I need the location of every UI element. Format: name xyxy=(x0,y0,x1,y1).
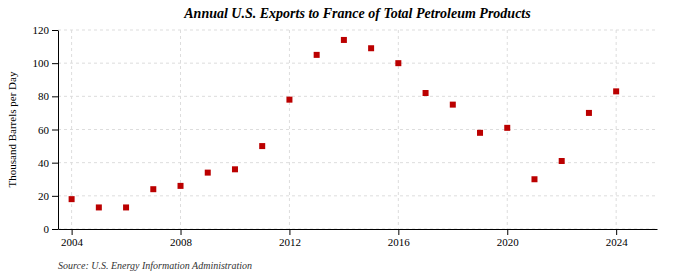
title: Annual U.S. Exports to France of Total P… xyxy=(183,6,531,21)
tick: 60 xyxy=(38,124,58,136)
grid xyxy=(58,30,657,229)
tick-label: 2008 xyxy=(170,236,193,248)
tick-label: 40 xyxy=(38,157,50,169)
tick-mark xyxy=(52,30,58,31)
y-axis-label: Thousand Barrels per Day xyxy=(6,71,18,187)
tick-label: 20 xyxy=(38,190,50,202)
point xyxy=(450,102,456,108)
tick-label: 0 xyxy=(44,223,50,235)
point xyxy=(69,196,75,202)
tick: 2004 xyxy=(61,229,83,248)
point xyxy=(559,158,565,164)
point xyxy=(259,143,265,149)
axis-line xyxy=(58,31,59,230)
tick-mark xyxy=(72,229,73,235)
tick-mark xyxy=(52,196,58,197)
point xyxy=(368,45,374,51)
tick-mark xyxy=(181,229,182,235)
point xyxy=(178,183,184,189)
point xyxy=(395,60,401,66)
tick-label: 100 xyxy=(33,57,50,69)
tick-mark xyxy=(52,229,58,230)
chart: 2004 2008 2012 2016 2020 2024 0 20 40 60 80 100 120 A… xyxy=(0,0,675,275)
grid-line xyxy=(58,229,657,230)
tick: 100 xyxy=(33,57,59,69)
tick-mark xyxy=(289,229,290,235)
tick-label: 2004 xyxy=(61,236,83,248)
plot: 2004 2008 2012 2016 2020 2024 0 20 40 60 80 100 120 xyxy=(33,24,658,248)
point xyxy=(477,130,483,136)
marks xyxy=(69,37,620,210)
tick: 2024 xyxy=(606,229,629,248)
point xyxy=(613,88,619,94)
tick: 40 xyxy=(38,157,58,169)
tick: 2012 xyxy=(279,229,301,248)
tick-mark xyxy=(52,130,58,131)
tick-mark xyxy=(616,229,617,235)
tick-label: 2024 xyxy=(606,236,629,248)
tick-label: 80 xyxy=(38,90,50,102)
tick: 120 xyxy=(33,24,59,36)
grid-line xyxy=(180,30,181,229)
tick-mark xyxy=(52,96,58,97)
tick: 2008 xyxy=(170,229,193,248)
point xyxy=(123,204,129,210)
grid-line xyxy=(58,162,657,163)
tick-mark xyxy=(398,229,399,235)
grid-line xyxy=(58,63,657,64)
grid-line xyxy=(289,30,290,229)
grid-line xyxy=(616,30,617,229)
tick-label: 2016 xyxy=(388,236,411,248)
point xyxy=(205,170,211,176)
point xyxy=(150,186,156,192)
point xyxy=(586,110,592,116)
point xyxy=(286,97,292,103)
annotation: Source: U.S. Energy Information Administ… xyxy=(58,260,252,271)
tick: 2016 xyxy=(388,229,411,248)
grid-line xyxy=(58,129,657,130)
tick-label: 2020 xyxy=(497,236,520,248)
tick: 0 xyxy=(44,223,59,235)
axis-line xyxy=(59,229,658,230)
tick-mark xyxy=(52,63,58,64)
point xyxy=(232,166,238,172)
tick: 80 xyxy=(38,90,58,102)
tick: 2020 xyxy=(497,229,520,248)
tick-mark xyxy=(52,163,58,164)
tick-label: 60 xyxy=(38,124,50,136)
point xyxy=(504,125,510,131)
y-axis: 0 20 40 60 80 100 120 xyxy=(33,24,59,235)
point xyxy=(531,176,537,182)
grid-line xyxy=(398,30,399,229)
grid-line xyxy=(58,96,657,97)
grid-line xyxy=(58,195,657,196)
grid-line xyxy=(58,30,657,31)
point xyxy=(341,37,347,43)
tick-mark xyxy=(507,229,508,235)
tick-label: 120 xyxy=(33,24,50,36)
tick-label: 2012 xyxy=(279,236,301,248)
x-axis: 2004 2008 2012 2016 2020 2024 xyxy=(59,229,658,248)
point xyxy=(314,52,320,58)
point xyxy=(423,90,429,96)
point xyxy=(96,204,102,210)
tick: 20 xyxy=(38,190,58,202)
